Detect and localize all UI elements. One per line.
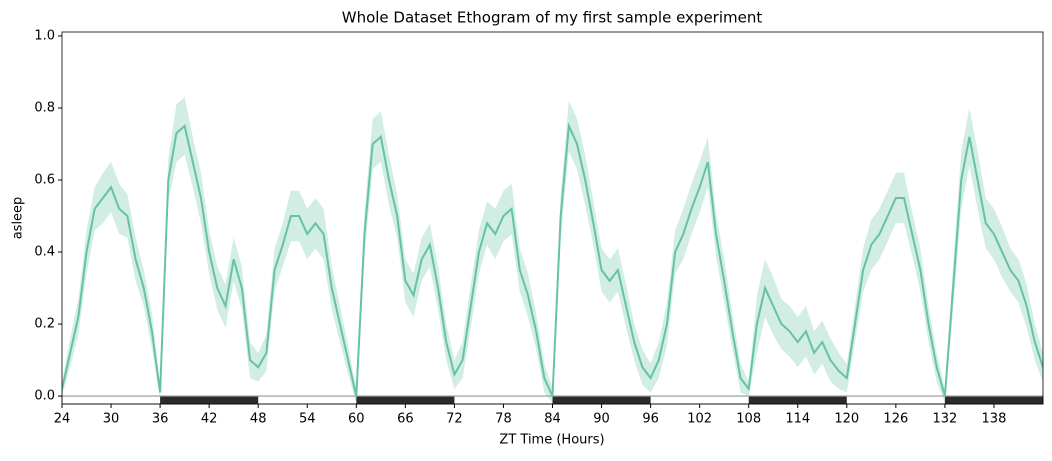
x-tick-label: 24 [54,412,71,427]
error-band [62,97,1043,404]
dark-bar [944,396,1043,404]
x-tick-label: 72 [446,412,463,427]
y-tick-label: 0.4 [34,245,55,260]
x-tick-label: 90 [593,412,610,427]
y-axis-label: asleep [11,197,26,240]
x-tick-label: 102 [687,412,712,427]
y-tick-label: 0.0 [34,389,55,404]
x-tick-label: 120 [834,412,859,427]
x-tick-label: 108 [736,412,761,427]
x-tick-label: 66 [397,412,414,427]
dark-bar [552,396,651,404]
x-tick-label: 114 [785,412,810,427]
x-tick-label: 48 [250,412,267,427]
y-tick-label: 1.0 [34,28,55,43]
dark-bar [748,396,847,404]
x-tick-label: 42 [201,412,218,427]
y-tick-label: 0.6 [34,173,55,188]
line [62,122,1043,397]
x-tick-label: 36 [152,412,169,427]
dark-bar [160,396,259,404]
chart-title: Whole Dataset Ethogram of my first sampl… [342,9,763,27]
x-tick-label: 126 [883,412,908,427]
x-tick-label: 138 [982,412,1007,427]
x-tick-label: 60 [348,412,365,427]
x-tick-label: 96 [642,412,659,427]
y-tick-label: 0.8 [34,100,55,115]
x-tick-label: 78 [495,412,512,427]
plot-area [62,97,1043,404]
x-axis-label: ZT Time (Hours) [499,433,604,448]
x-tick-label: 54 [299,412,316,427]
y-tick-label: 0.2 [34,317,55,332]
x-tick-label: 84 [544,412,561,427]
x-tick-label: 132 [932,412,957,427]
dark-bar [356,396,455,404]
x-tick-label: 30 [103,412,120,427]
